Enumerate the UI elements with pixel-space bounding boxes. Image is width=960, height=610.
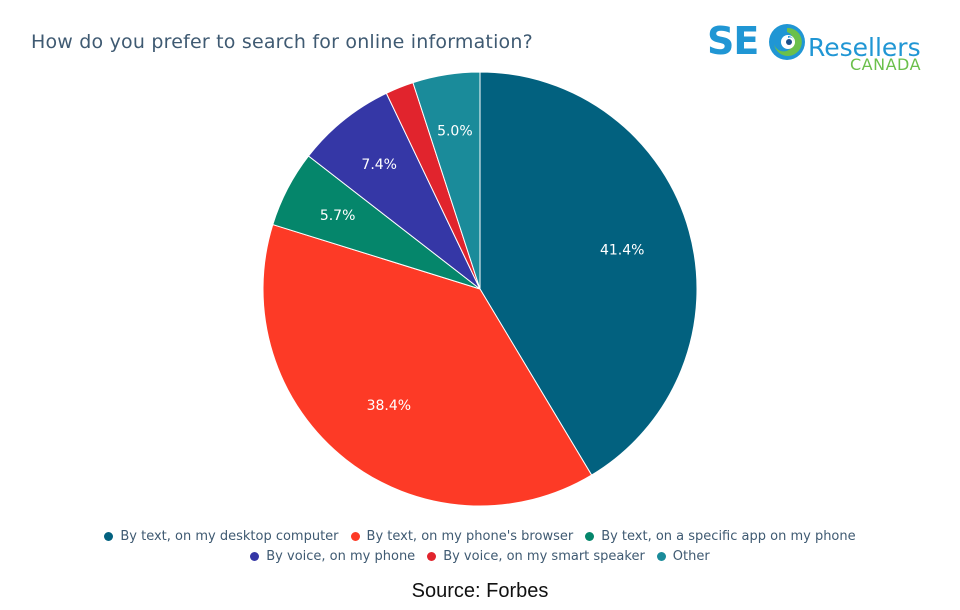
slice-value-label: 5.0% bbox=[437, 123, 473, 139]
legend-label: By text, on my desktop computer bbox=[120, 528, 339, 544]
legend-marker bbox=[250, 551, 260, 561]
logo-seo-text: SE bbox=[707, 19, 759, 63]
legend-item[interactable]: By text, on my desktop computer bbox=[104, 528, 339, 544]
pie-slice-6[interactable] bbox=[412, 71, 481, 290]
pie-chart: 41.4% 38.4% 5.7% 7.4% 5.0% bbox=[262, 71, 698, 507]
logo-resellers-text: Resellers bbox=[808, 33, 921, 62]
source-credit: Source: Forbes bbox=[411, 580, 549, 602]
legend-item[interactable]: By text, on my phone's browser bbox=[350, 528, 574, 544]
logo-swirl-icon bbox=[769, 24, 805, 60]
slice-value-label: 7.4% bbox=[361, 157, 397, 173]
legend-row: By voice, on my phone By voice, on my sma… bbox=[0, 546, 960, 566]
legend-label: By voice, on my smart speaker bbox=[443, 548, 645, 564]
legend-marker bbox=[104, 531, 114, 541]
legend-item[interactable]: By voice, on my smart speaker bbox=[427, 549, 645, 564]
slice-value-label: 41.4% bbox=[600, 243, 644, 259]
legend-label: By text, on a specific app on my phone bbox=[601, 528, 856, 544]
legend-label: By text, on my phone's browser bbox=[366, 528, 574, 544]
seo-resellers-logo: SE Resellers CANADA bbox=[707, 18, 929, 74]
pie-slice-4[interactable] bbox=[307, 92, 481, 290]
legend-item[interactable]: By text, on a specific app on my phone bbox=[585, 528, 856, 544]
slice-value-label: 38.4% bbox=[367, 398, 411, 414]
legend-label: Other bbox=[672, 548, 710, 564]
legend-marker bbox=[350, 531, 360, 541]
chart-legend: By text, on my desktop computer By text, … bbox=[0, 526, 960, 566]
logo-canada-text: CANADA bbox=[850, 55, 922, 74]
legend-marker bbox=[585, 531, 595, 541]
legend-label: By voice, on my phone bbox=[266, 548, 416, 564]
pie-slice-2[interactable] bbox=[262, 223, 593, 507]
legend-row: By text, on my desktop computer By text, … bbox=[0, 526, 960, 546]
pie-slice-1[interactable] bbox=[479, 71, 698, 476]
chart-title: How do you prefer to search for online i… bbox=[31, 31, 533, 53]
legend-item[interactable]: Other bbox=[656, 548, 710, 564]
legend-marker bbox=[656, 551, 666, 561]
slice-value-label: 5.7% bbox=[320, 208, 356, 224]
legend-item[interactable]: By voice, on my phone bbox=[250, 549, 415, 564]
legend-marker bbox=[427, 551, 437, 561]
